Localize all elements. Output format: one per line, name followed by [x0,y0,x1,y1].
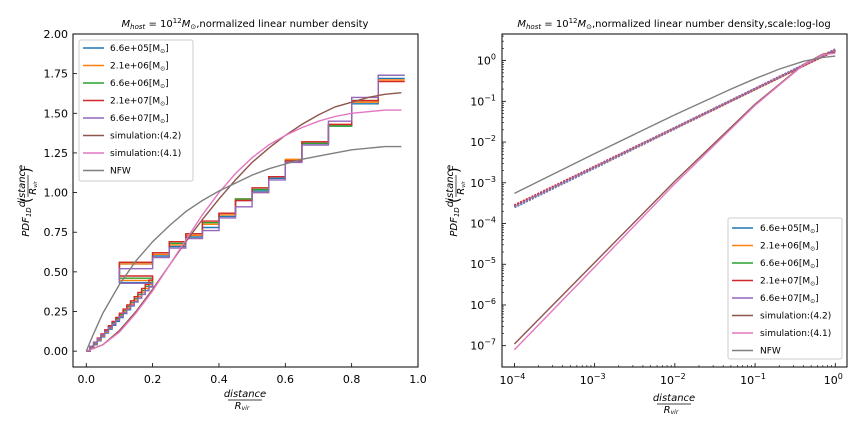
left-y-tick-label: 0.75 [44,226,69,239]
right-y-tick-label: 10−3 [470,175,496,190]
right-x-tick-label: 10−3 [580,372,606,387]
left-series-line [86,109,402,352]
left-x-axis-label: distance Rvir [224,389,266,412]
left-panel: Mhost = 1012M⊙,normalized linear number … [17,17,427,412]
right-legend-label: 2.1e+06[M⊙] [760,242,819,253]
left-x-tick-label: 0.4 [210,373,228,386]
left-legend-label: simulation:(4.1) [110,149,181,159]
left-series-line [85,145,402,352]
left-legend-box [78,39,194,182]
right-y-tick-label: 10−4 [470,216,496,231]
right-y-ticks: 10−7 10−6 10−5 10−4 10−3 10−2 10−1 100 [470,35,506,353]
right-y-tick-label: 10−7 [470,338,496,353]
left-legend-label: 2.1e+06[M⊙] [110,62,169,73]
right-legend-label: 6.6e+05[M⊙] [760,224,819,235]
left-legend-label: NFW [110,167,131,177]
left-x-tick-label: 0.8 [343,373,361,386]
left-y-ticks: 0.00 0.25 0.50 0.75 1.00 1.25 1.50 1.75 2.00 [44,28,77,358]
right-y-tick-label: 10−1 [470,93,496,108]
svg-text:(: ( [447,198,463,203]
right-y-tick-label: 10−6 [470,297,496,312]
right-panel: Mhost = 1012M⊙,normalized linear number … [445,17,848,416]
right-legend-label: 2.1e+07[M⊙] [760,277,819,288]
svg-text:Rvir: Rvir [456,180,467,194]
left-y-tick-label: 1.25 [44,147,69,160]
right-legend-box [727,217,843,360]
right-legend-label: 6.6e+07[M⊙] [760,294,819,305]
left-legend-label: 2.1e+07[M⊙] [110,97,169,108]
svg-text:): ) [447,168,463,173]
right-legend-label: NFW [760,347,781,357]
left-y-tick-label: 1.00 [44,187,69,200]
left-x-tick-label: 0.6 [277,373,295,386]
right-chart-title: Mhost = 1012M⊙,normalized linear number … [517,17,830,31]
left-x-tick-label: 0.2 [144,373,162,386]
right-x-tick-label: 10−1 [740,372,766,387]
left-legend: 6.6e+05[M⊙] 2.1e+06[M⊙] 6.6e+06[M⊙] 2.1e+07… [78,39,194,182]
left-y-axis-label: PDF1D ( distance Rvir ) [17,165,39,237]
right-x-tick-label: 10−2 [660,372,686,387]
svg-text:Rvir: Rvir [28,180,39,194]
left-x-ticks: 0.0 0.2 0.4 0.6 0.8 1.0 [78,363,427,386]
left-x-tick-label: 1.0 [409,373,427,386]
left-x-tick-label: 0.0 [78,373,96,386]
right-y-tick-label: 10−5 [470,256,496,271]
right-y-tick-label: 100 [477,53,496,68]
left-series-line [86,92,402,352]
svg-text:PDF1D: PDF1D [21,207,33,237]
right-series-line [513,49,836,207]
left-legend-label: 6.6e+07[M⊙] [110,114,169,125]
svg-text:distance: distance [224,389,266,400]
right-y-tick-label: 10−2 [470,134,496,149]
left-legend-label: simulation:(4.2) [110,132,181,142]
left-axes-frame [72,33,419,368]
right-axes-frame [501,33,848,368]
right-plot-area [513,48,836,351]
left-y-tick-label: 2.00 [44,28,69,41]
left-plot-area [85,74,405,352]
left-y-tick-label: 0.25 [44,306,69,319]
left-y-tick-label: 0.00 [44,345,69,358]
svg-text:distance: distance [653,393,695,404]
right-legend-label: simulation:(4.2) [760,312,831,322]
left-y-tick-label: 1.50 [44,107,69,120]
svg-text:distance: distance [17,165,28,207]
left-series-line [86,74,405,352]
left-y-tick-label: 1.75 [44,68,69,81]
right-series-line [513,48,836,208]
right-x-tick-label: 100 [824,372,843,387]
right-legend-label: simulation:(4.1) [760,329,831,339]
right-x-ticks: 10−4 10−3 10−2 10−1 100 [500,363,843,387]
left-legend-label: 6.6e+06[M⊙] [110,79,169,90]
svg-text:(: ( [19,198,35,203]
right-series-line [513,52,836,351]
left-legend-label: 6.6e+05[M⊙] [110,44,169,55]
svg-text:PDF1D: PDF1D [449,207,461,237]
right-legend: 6.6e+05[M⊙] 2.1e+06[M⊙] 6.6e+06[M⊙] 2.1e+07… [727,217,843,360]
right-legend-label: 6.6e+06[M⊙] [760,259,819,270]
right-x-axis-label: distance Rvir [653,393,695,416]
svg-text:distance: distance [445,165,456,207]
left-chart-title: Mhost = 1012M⊙,normalized linear number … [122,17,369,31]
svg-text:Rvir: Rvir [235,401,250,412]
svg-text:Rvir: Rvir [664,405,679,416]
right-y-axis-label: PDF1D ( distance Rvir ) [445,165,467,237]
right-x-tick-label: 10−4 [500,372,526,387]
svg-text:): ) [19,168,35,173]
left-y-tick-label: 0.50 [44,266,69,279]
right-series-line [514,55,836,195]
